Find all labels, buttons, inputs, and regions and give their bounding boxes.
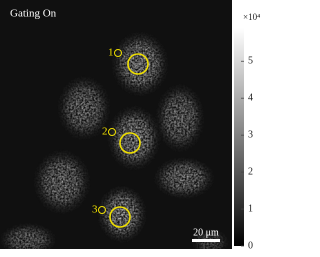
tick-label: 1 [248, 203, 253, 214]
roi-label: 2 [102, 126, 108, 138]
scale-bar-label: 20 μm [193, 227, 219, 238]
colorbar-multiplier: ×10⁴ [243, 12, 260, 22]
tick-label: 2 [248, 166, 253, 177]
tick-label: 5 [248, 56, 253, 67]
colorbar [234, 28, 244, 246]
scale-bar [192, 239, 220, 242]
micrograph: Gating On 1 2 3 20 μm [0, 0, 232, 252]
condition-label: Gating On [10, 8, 57, 20]
tick-label: 4 [248, 93, 253, 104]
roi-label: 1 [108, 47, 114, 59]
tick-label: 0 [248, 240, 253, 251]
tick-label: 3 [248, 129, 253, 140]
roi-label: 3 [92, 204, 98, 216]
figure: Gating On 1 2 3 20 μm ×10⁴ 0 1 2 3 4 5 [0, 0, 268, 252]
